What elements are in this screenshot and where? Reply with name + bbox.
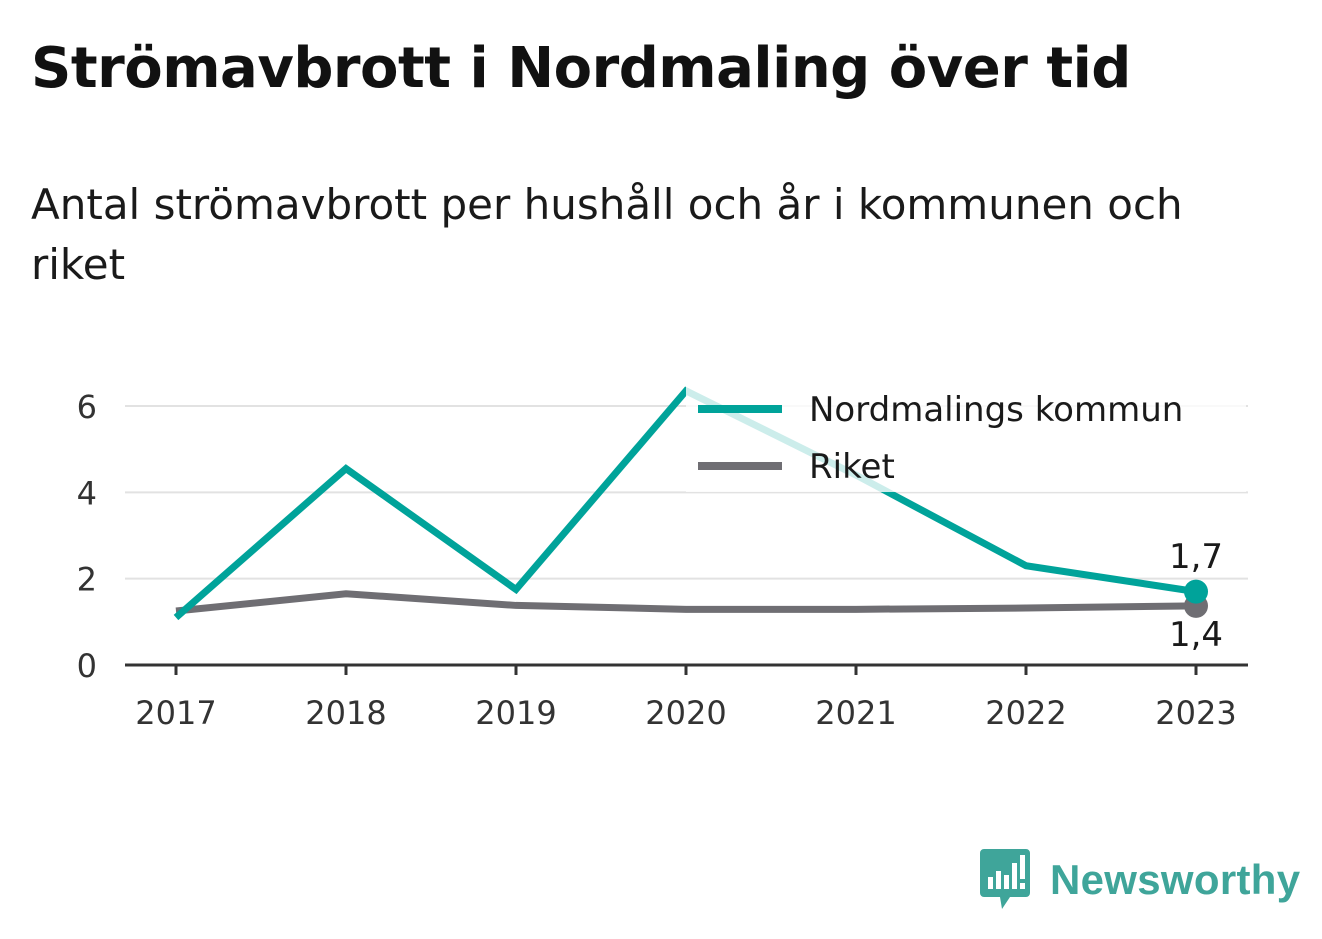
legend-background	[686, 376, 1246, 492]
legend-label-0: Nordmalings kommun	[809, 390, 1183, 430]
end-label-kommun: 1,7	[1169, 537, 1223, 577]
y-tick-label: 4	[77, 474, 97, 512]
x-tick-label: 2021	[815, 694, 896, 732]
x-tick-label: 2022	[985, 694, 1066, 732]
chart-title: Strömavbrott i Nordmaling över tid	[31, 36, 1131, 101]
y-tick-label: 2	[77, 561, 97, 599]
brand-name: Newsworthy	[1050, 856, 1301, 903]
series-line-1	[175, 590, 1197, 615]
grid-layer: 0 2 4 6 2017 2018 2019 2020 2021 2022 2023	[77, 388, 1248, 732]
x-tick-label: 2017	[135, 694, 216, 732]
legend: Nordmalings kommun Riket	[686, 376, 1246, 492]
x-tick-label: 2019	[475, 694, 556, 732]
legend-label-1: Riket	[809, 447, 895, 487]
bar-chart-bubble-icon	[980, 849, 1030, 909]
x-tick-label: 2018	[305, 694, 386, 732]
series-end-point-0	[1184, 579, 1208, 604]
newsworthy-logo: Newsworthy	[980, 848, 1300, 912]
y-tick-label: 0	[77, 647, 97, 685]
label-layer: 1,7 1,4	[1169, 537, 1223, 655]
x-tick-label: 2020	[645, 694, 726, 732]
chart-subtitle: Antal strömavbrott per hushåll och år i …	[31, 180, 1183, 289]
y-tick-label: 6	[77, 388, 97, 426]
end-label-riket: 1,4	[1169, 615, 1223, 655]
x-tick-label: 2023	[1155, 694, 1236, 732]
